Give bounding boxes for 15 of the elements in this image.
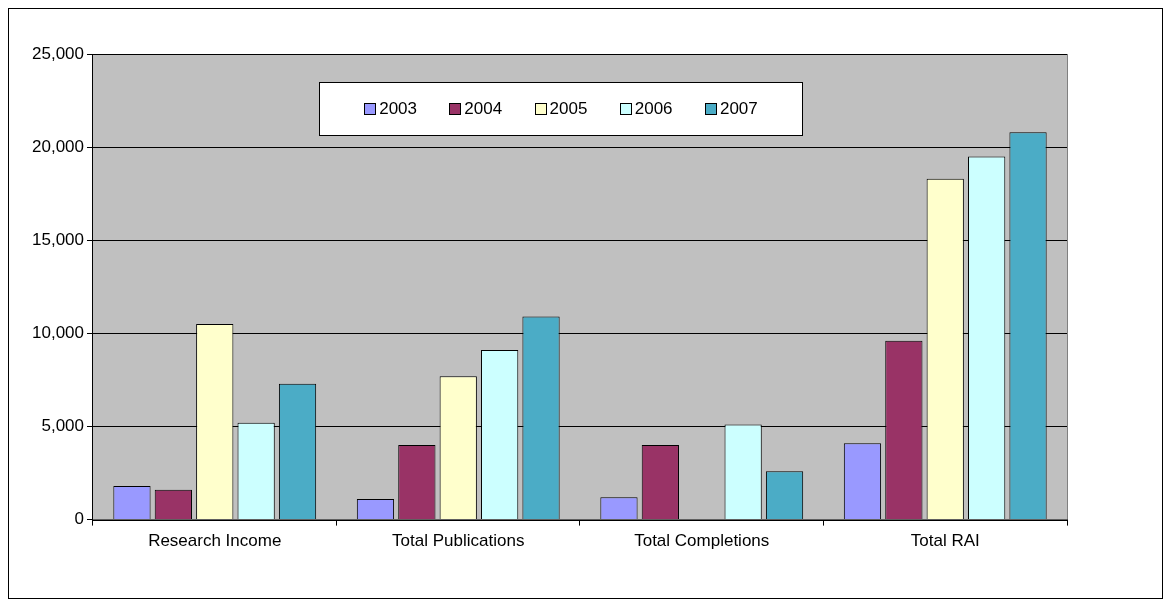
legend-label: 2004 xyxy=(464,99,503,119)
y-tick-label: 10,000 xyxy=(32,323,84,343)
legend-label: 2005 xyxy=(549,99,588,119)
legend-label: 2006 xyxy=(634,99,673,119)
y-tick-label: 25,000 xyxy=(32,43,84,63)
legend-label: 2003 xyxy=(379,99,417,119)
y-tick-label: 20,000 xyxy=(32,136,84,156)
y-tick-label: 0 xyxy=(74,509,84,529)
x-tick-label: Total Publications xyxy=(392,531,525,551)
x-tick-label: Total Completions xyxy=(634,531,770,551)
legend-label: 2007 xyxy=(719,99,758,119)
y-tick-label: 15,000 xyxy=(32,229,84,249)
x-tick-label: Research Income xyxy=(148,531,282,551)
y-tick-label: 5,000 xyxy=(41,416,84,436)
x-tick-label: Total RAI xyxy=(910,531,980,551)
